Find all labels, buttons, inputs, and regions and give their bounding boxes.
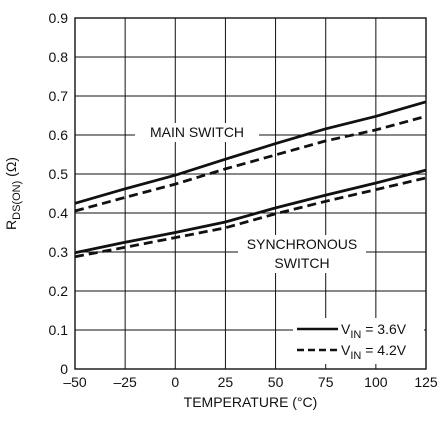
x-tick-label: 0 [171,374,179,390]
x-tick-label: 100 [364,374,388,390]
y-tick-label: 0.6 [49,127,69,143]
legend-entry-vin-3-6: VIN = 3.6V [341,321,407,341]
series-lines [74,100,427,259]
synchronous-label-line1: SYNCHRONOUS [247,236,357,252]
y-tick-label: 0.8 [49,49,69,65]
y-tick-label: 0.5 [49,166,69,182]
y-tick-label: 0.2 [49,283,69,299]
x-tick-label: 75 [318,374,334,390]
series-line-main-switch-solid [74,100,427,205]
x-tick-labels: –50 –25 0 25 50 75 100 125 [63,374,438,390]
y-tick-label: 0.4 [49,205,69,221]
x-tick-label: 125 [414,374,438,390]
y-tick-label: 0.3 [49,244,69,260]
x-tick-label: –50 [63,374,87,390]
main-switch-label: MAIN SWITCH [150,124,244,140]
y-tick-label: 0.1 [49,322,69,338]
series-line-synchronous-switch-solid [74,168,427,255]
legend: VIN = 3.6V VIN = 4.2V [293,318,424,364]
y-tick-label: 0.9 [49,10,69,26]
x-axis-title: TEMPERATURE (°C) [184,394,318,410]
legend-entry-vin-4-2: VIN = 4.2V [341,342,407,362]
main-switch-annotation: MAIN SWITCH [135,123,259,142]
plot-frame [74,17,427,370]
grid-lines [74,17,427,370]
x-tick-label: 25 [218,374,234,390]
y-axis-title: RDS(ON) (Ω) [3,157,23,230]
y-tick-label: 0 [60,361,68,377]
y-tick-labels: 0 0.1 0.2 0.3 0.4 0.5 0.6 0.7 0.8 0.9 [49,10,69,377]
series-line-synchronous-switch-dashed [74,176,427,259]
y-tick-label: 0.7 [49,88,69,104]
x-tick-label: 50 [268,374,284,390]
synchronous-switch-annotation: SYNCHRONOUS SWITCH [238,235,366,273]
synchronous-label-line2: SWITCH [274,255,329,271]
x-tick-label: –25 [113,374,137,390]
series-line-main-switch-dashed [74,114,427,213]
